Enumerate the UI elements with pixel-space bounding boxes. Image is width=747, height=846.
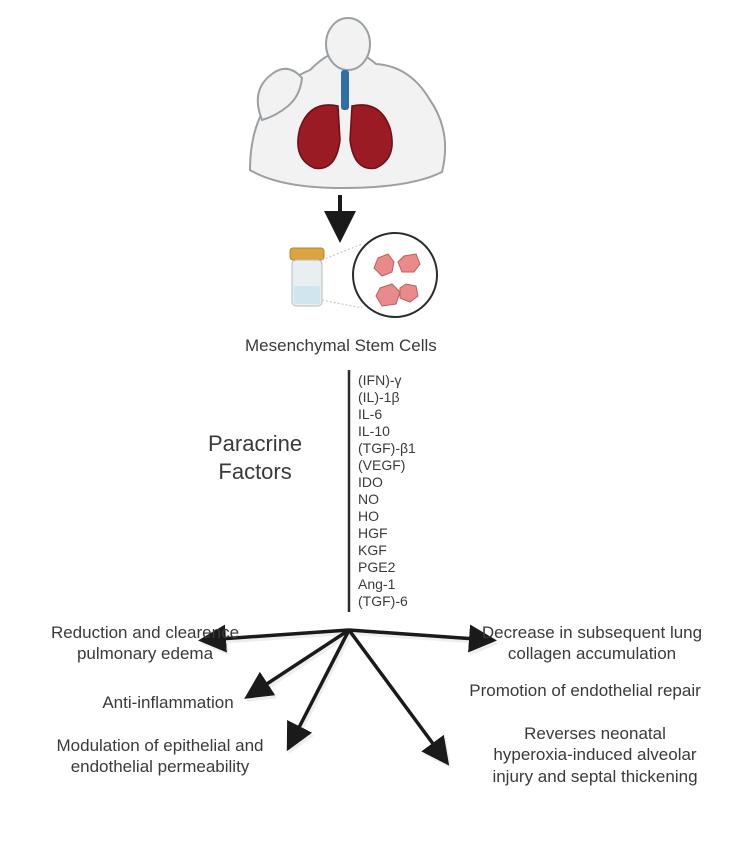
outcome-antiinf: Anti-inflammation	[78, 692, 258, 713]
fanout-arrow-neonatal	[349, 630, 445, 760]
outcome-perm: Modulation of epithelial andendothelial …	[30, 735, 290, 778]
outcome-line: Anti-inflammation	[78, 692, 258, 713]
outcome-endorepair: Promotion of endothelial repair	[440, 680, 730, 701]
cells-circle-icon	[353, 233, 437, 317]
outcome-edema: Reduction and clearencepulmonary edema	[40, 622, 250, 665]
paracrine-factor-item: HO	[358, 508, 416, 525]
outcome-line: collagen accumulation	[452, 643, 732, 664]
zoom-line	[322, 300, 362, 308]
diagram-canvas: Mesenchymal Stem Cells Paracrine Factors…	[0, 0, 747, 846]
fanout-arrow-shadow	[252, 633, 351, 698]
msc-label: Mesenchymal Stem Cells	[245, 335, 437, 356]
paracrine-factor-item: (IL)-1β	[358, 389, 416, 406]
paracrine-factor-item: IDO	[358, 474, 416, 491]
paracrine-factors-list: (IFN)-γ(IL)-1βIL-6IL-10(TGF)-β1(VEGF)IDO…	[358, 372, 416, 610]
paracrine-heading: Paracrine Factors	[208, 430, 302, 485]
paracrine-factor-item: NO	[358, 491, 416, 508]
outcome-line: pulmonary edema	[40, 643, 250, 664]
paracrine-factor-item: IL-6	[358, 406, 416, 423]
outcome-neonatal: Reverses neonatalhyperoxia-induced alveo…	[455, 723, 735, 787]
vial-icon	[290, 248, 324, 306]
paracrine-line1: Paracrine	[208, 430, 302, 458]
paracrine-factor-item: KGF	[358, 542, 416, 559]
paracrine-factor-item: PGE2	[358, 559, 416, 576]
outcome-line: injury and septal thickening	[455, 766, 735, 787]
outcome-line: Reverses neonatal	[455, 723, 735, 744]
paracrine-factor-item: (VEGF)	[358, 457, 416, 474]
fanout-arrow-perm	[290, 630, 349, 745]
fanout-arrow-antiinf	[250, 630, 349, 695]
outcome-line: Decrease in subsequent lung	[452, 622, 732, 643]
outcome-line: Promotion of endothelial repair	[440, 680, 730, 701]
outcome-line: Modulation of epithelial and	[30, 735, 290, 756]
msc-label-text: Mesenchymal Stem Cells	[245, 336, 437, 355]
fanout-arrow-shadow	[351, 633, 447, 763]
paracrine-factor-item: (TGF)-β1	[358, 440, 416, 457]
outcome-collagen: Decrease in subsequent lungcollagen accu…	[452, 622, 732, 665]
paracrine-factor-item: (IFN)-γ	[358, 372, 416, 389]
paracrine-factor-item: HGF	[358, 525, 416, 542]
paracrine-factor-item: IL-10	[358, 423, 416, 440]
zoom-line	[322, 244, 362, 260]
paracrine-factor-item: (TGF)-6	[358, 593, 416, 610]
outcome-line: Reduction and clearence	[40, 622, 250, 643]
outcome-line: endothelial permeability	[30, 756, 290, 777]
torso-icon	[250, 18, 445, 188]
outcome-line: hyperoxia-induced alveolar	[455, 744, 735, 765]
paracrine-line2: Factors	[208, 458, 302, 486]
paracrine-factor-item: Ang-1	[358, 576, 416, 593]
fanout-arrow-shadow	[292, 633, 351, 748]
